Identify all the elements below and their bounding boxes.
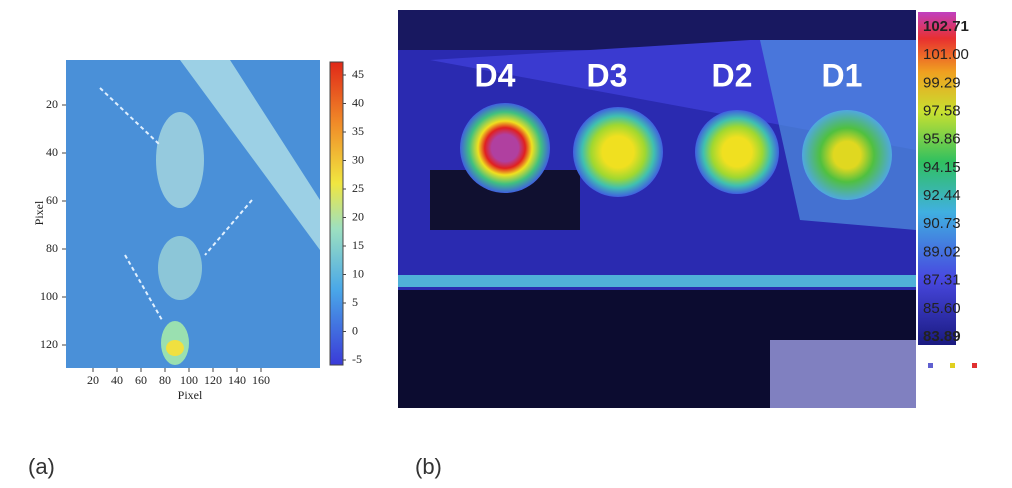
colorbar-label: 35 xyxy=(352,124,364,138)
colorbar-label: 92.44 xyxy=(923,187,961,204)
x-tick-label: 40 xyxy=(111,373,123,387)
colorbar-label: 40 xyxy=(352,95,364,109)
colorbar-label: 95.86 xyxy=(923,131,961,148)
x-tick-label: 100 xyxy=(180,373,198,387)
colorbar-label: 99.29 xyxy=(923,74,961,91)
colorbar-label: 101.00 xyxy=(923,46,969,63)
panel-label: (a) xyxy=(28,454,55,479)
x-tick-label: 160 xyxy=(252,373,270,387)
colorbar-label: 89.02 xyxy=(923,243,961,260)
x-tick-label: 60 xyxy=(135,373,147,387)
colorbar-label: 20 xyxy=(352,209,364,223)
colorbar-label: 102.71 xyxy=(923,18,969,35)
y-axis-title: Pixel xyxy=(32,200,46,225)
colorbar-label: 10 xyxy=(352,266,364,280)
colorbar-label: 97.58 xyxy=(923,103,961,120)
y-tick-label: 40 xyxy=(46,145,58,159)
panel-a-image xyxy=(66,60,320,368)
x-tick-label: 120 xyxy=(204,373,222,387)
colorbar-label: 45 xyxy=(352,67,364,81)
legend-swatch xyxy=(928,363,933,368)
x-tick-label: 80 xyxy=(159,373,171,387)
x-tick-label: 140 xyxy=(228,373,246,387)
colorbar-label: 87.31 xyxy=(923,272,961,289)
colorbar-label: 15 xyxy=(352,238,364,252)
y-tick-label: 80 xyxy=(46,241,58,255)
colorbar-label: 83.89 xyxy=(923,328,961,345)
colorbar-label: 25 xyxy=(352,181,364,195)
x-axis-title: Pixel xyxy=(178,388,203,402)
y-tick-label: 100 xyxy=(40,289,58,303)
legend-swatch xyxy=(972,363,977,368)
colorbar-label: 90.73 xyxy=(923,215,961,232)
legend-swatch xyxy=(950,363,955,368)
colorbar-label: 30 xyxy=(352,152,364,166)
detector-label: D1 xyxy=(822,57,863,93)
colorbar-label: 85.60 xyxy=(923,300,961,317)
panel-label: (b) xyxy=(415,454,442,479)
panel-a-colorbar xyxy=(330,62,343,365)
detector-label: D4 xyxy=(475,57,516,93)
colorbar-label: 0 xyxy=(352,323,358,337)
x-tick-label: 20 xyxy=(87,373,99,387)
detector-label: D2 xyxy=(712,57,753,93)
y-tick-label: 60 xyxy=(46,193,58,207)
y-tick-label: 120 xyxy=(40,337,58,351)
detector-label: D3 xyxy=(587,57,628,93)
y-tick-label: 20 xyxy=(46,97,58,111)
colorbar-label: -5 xyxy=(352,352,362,366)
figure: Pixel Pixel (a) (b) 20406080100120140160… xyxy=(0,0,1012,488)
colorbar-label: 94.15 xyxy=(923,159,961,176)
colorbar-label: 5 xyxy=(352,295,358,309)
